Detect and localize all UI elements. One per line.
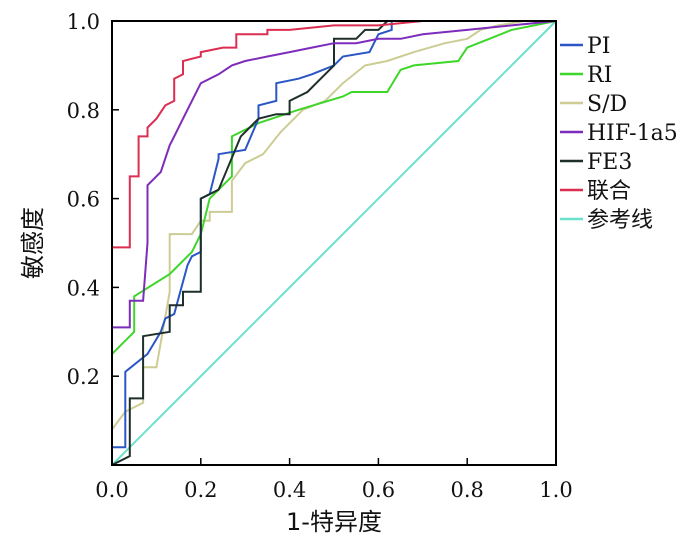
x-tick-label: 0.4 bbox=[273, 478, 306, 502]
x-tick-label: 0.6 bbox=[362, 478, 395, 502]
x-tick-label: 0.0 bbox=[95, 478, 128, 502]
x-tick-label: 1.0 bbox=[539, 478, 572, 502]
series-line-2 bbox=[111, 20, 556, 465]
series-line-1 bbox=[111, 20, 557, 465]
legend-label-2: S/D bbox=[587, 92, 627, 117]
y-tick-label: 0.4 bbox=[67, 276, 100, 300]
series-layer bbox=[111, 20, 557, 466]
series-line-3 bbox=[111, 20, 557, 465]
y-tick-label: 1.0 bbox=[67, 10, 100, 34]
y-tick-label: 0.6 bbox=[67, 188, 100, 212]
series-line-6 bbox=[111, 20, 557, 466]
legend-label-6: 参考线 bbox=[587, 208, 653, 233]
tick-layer: 0.0 0.2 0.4 0.6 0.8 1.0 0.2 0.4 0.6 0.8 1.0 bbox=[67, 10, 573, 502]
legend-label-3: HIF-1a5 bbox=[587, 121, 678, 146]
legend-label-5: 联合 bbox=[587, 179, 631, 204]
series-line-5 bbox=[111, 20, 556, 465]
series-line-0 bbox=[111, 20, 556, 465]
plot-frame bbox=[111, 20, 557, 466]
legend-label-4: FE3 bbox=[587, 150, 632, 175]
x-tick-label: 0.8 bbox=[450, 478, 483, 502]
series-line-4 bbox=[111, 20, 556, 466]
legend-label-1: RI bbox=[587, 63, 612, 88]
y-tick-label: 0.8 bbox=[67, 99, 100, 123]
y-tick-label: 0.2 bbox=[67, 365, 100, 389]
x-tick-label: 0.2 bbox=[184, 478, 217, 502]
y-axis-title: 敏感度 bbox=[19, 207, 47, 279]
x-axis-title: 1-特异度 bbox=[286, 508, 382, 536]
legend-label-0: PI bbox=[587, 34, 611, 59]
